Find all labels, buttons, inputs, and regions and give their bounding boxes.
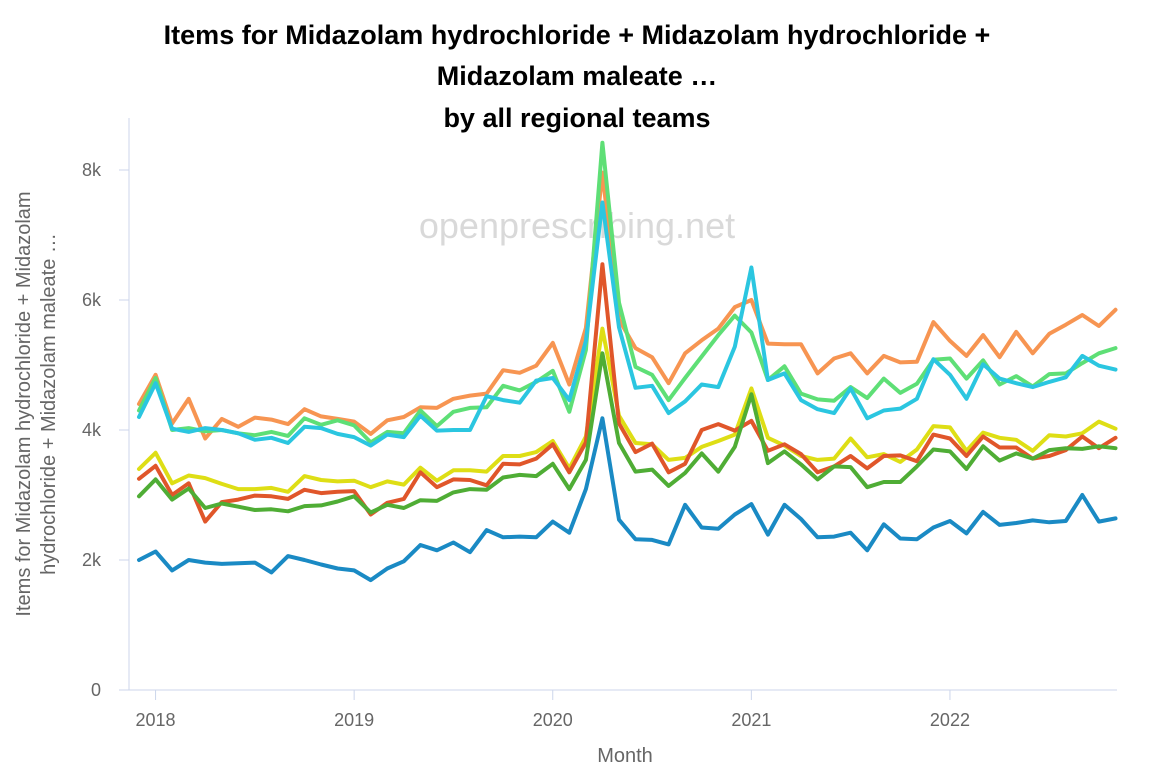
series-line-red-orange [137,262,1118,524]
x-tick-label: 2022 [930,710,970,730]
x-tick-label: 2018 [136,710,176,730]
series-line-blue [137,416,1118,583]
series-line-light-green [137,140,1118,445]
y-tick-label: 8k [82,160,102,180]
x-tick-label: 2019 [334,710,374,730]
y-tick-label: 0 [91,680,101,700]
y-axis-label-line-1: Items for Midazolam hydrochloride + Mida… [13,191,35,616]
series-line-yellow [137,326,1118,494]
y-tick-label: 6k [82,290,102,310]
x-tick-label: 2020 [533,710,573,730]
chart-title-line-3: by all regional teams [443,103,710,133]
x-tick-label: 2021 [731,710,771,730]
y-tick-label: 2k [82,550,102,570]
y-axis-label-line-2: hydrochloride + Midazolam maleate … [38,233,60,575]
chart-title-line-1: Items for Midazolam hydrochloride + Mida… [164,20,991,50]
series-line-dark-green [137,351,1118,515]
y-tick-label: 4k [82,420,102,440]
x-axis-label: Month [597,745,653,767]
chart-title-line-2: Midazolam maleate … [437,61,718,91]
series-group [137,140,1118,583]
series-line-cyan [137,200,1118,448]
y-axis-label: Items for Midazolam hydrochloride + Mida… [13,191,60,616]
x-axis-ticks: 2018 2019 2020 2021 2022 [136,690,970,730]
watermark: openprescribing.net [419,205,735,246]
y-axis-ticks: 0 2k 4k 6k 8k [82,160,129,700]
